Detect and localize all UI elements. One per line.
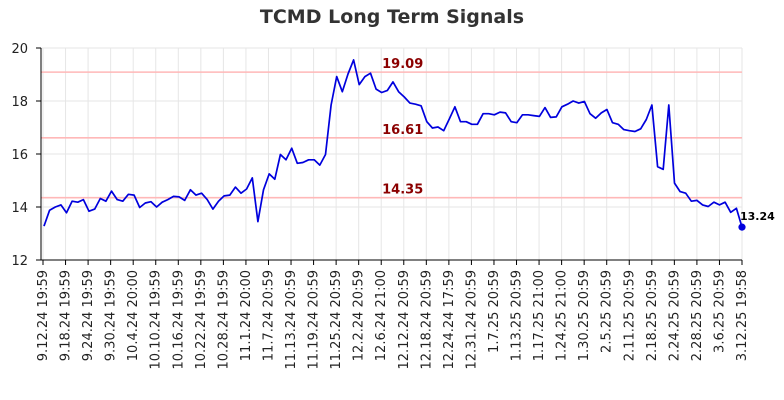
y-tick-label: 12: [11, 254, 28, 269]
x-tick-label: 9.30.24 19:59: [104, 270, 119, 361]
x-tick-label: 2.24.25 20:59: [667, 270, 682, 361]
x-tick-label: 1.13.25 20:59: [510, 270, 525, 361]
x-tick-label: 11.19.24 20:59: [307, 270, 322, 370]
x-tick-label: 3.6.25 20:59: [712, 270, 727, 353]
last-point-marker: [738, 223, 746, 231]
x-tick-label: 11.1.24 20:00: [239, 270, 254, 361]
y-tick-label: 20: [11, 42, 28, 57]
x-tick-label: 1.24.25 21:00: [555, 270, 570, 361]
x-tick-label: 3.12.25 19:58: [735, 270, 750, 361]
x-tick-label: 11.7.24 20:59: [261, 270, 276, 361]
y-tick-label: 16: [11, 148, 28, 163]
x-tick-label: 1.17.25 21:00: [532, 270, 547, 361]
x-tick-label: 9.12.24 19:59: [36, 270, 51, 361]
price-series: [43, 59, 746, 231]
price-line: [43, 59, 743, 228]
x-tick-label: 2.5.25 20:59: [600, 270, 615, 353]
last-value-label: 13.24: [740, 210, 775, 223]
signal-level-label: 16.61: [382, 123, 423, 138]
signal-level-label: 14.35: [382, 183, 423, 198]
x-tick-label: 9.24.24 19:59: [81, 270, 96, 361]
x-tick-label: 2.28.25 20:59: [690, 270, 705, 361]
signal-levels: [41, 71, 742, 199]
x-tick-label: 12.2.24 20:59: [352, 270, 367, 361]
x-tick-label: 11.25.24 20:59: [329, 270, 344, 370]
x-tick-label: 10.28.24 19:59: [216, 270, 231, 370]
x-tick-label: 12.6.24 21:00: [374, 270, 389, 361]
x-tick-label: 12.12.24 20:59: [397, 270, 412, 370]
x-tick-label: 10.22.24 19:59: [194, 270, 209, 370]
x-tick-label: 1.30.25 20:59: [577, 270, 592, 361]
x-tick-label: 2.11.25 20:59: [622, 270, 637, 361]
x-tick-label: 12.31.24 20:59: [464, 270, 479, 370]
x-tick-label: 9.18.24 19:59: [59, 270, 74, 361]
signal-level-label: 19.09: [382, 57, 423, 72]
x-tick-label: 2.18.25 20:59: [645, 270, 660, 361]
x-tick-label: 12.24.24 17:59: [442, 270, 457, 370]
x-tick-label: 10.4.24 20:00: [126, 270, 141, 361]
x-tick-label: 10.10.24 19:59: [149, 270, 164, 370]
y-tick-label: 18: [11, 95, 28, 110]
y-tick-label: 14: [11, 201, 28, 216]
x-tick-label: 1.7.25 20:59: [487, 270, 502, 353]
axes: [36, 47, 743, 265]
x-tick-label: 10.16.24 19:59: [171, 270, 186, 370]
grid-layer: [41, 47, 743, 261]
x-tick-label: 12.18.24 20:59: [419, 270, 434, 370]
labels: 12 14 16 18 20 9.12.24 19:59 9.18.24 19:59 9.24…: [11, 42, 775, 370]
chart-title: TCMD Long Term Signals: [259, 6, 525, 28]
x-tick-label: 11.13.24 20:59: [284, 270, 299, 370]
